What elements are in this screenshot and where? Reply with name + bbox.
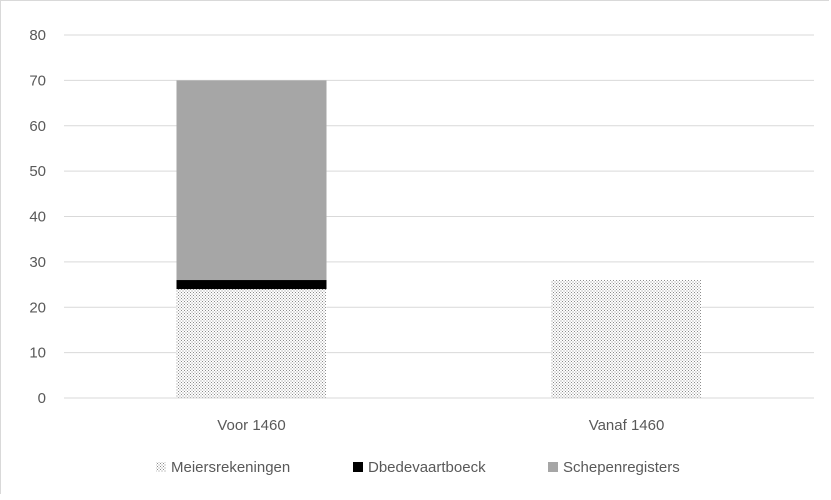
bars xyxy=(176,80,702,398)
y-tick-label: 70 xyxy=(29,72,46,89)
bar-segment-schepenregisters xyxy=(176,80,327,281)
x-tick-label: Vanaf 1460 xyxy=(589,417,665,434)
y-tick-label: 50 xyxy=(29,163,46,180)
y-tick-label: 80 xyxy=(29,27,46,44)
y-tick-label: 60 xyxy=(29,118,46,135)
y-axis: 0 10 20 30 40 50 60 70 80 xyxy=(29,27,46,407)
legend: Meiersrekeningen Dbedevaartboeck Schepenre… xyxy=(156,459,680,476)
legend-label: Schepenregisters xyxy=(563,459,680,476)
legend-swatch xyxy=(353,462,363,472)
y-tick-label: 20 xyxy=(29,299,46,316)
y-tick-label: 10 xyxy=(29,345,46,362)
bar-segment-meiersrekeningen xyxy=(176,289,327,398)
bar-segment-meiersrekeningen xyxy=(551,280,702,398)
legend-label: Dbedevaartboeck xyxy=(368,459,486,476)
y-tick-label: 40 xyxy=(29,209,46,226)
y-tick-label: 30 xyxy=(29,254,46,271)
x-tick-label: Voor 1460 xyxy=(217,417,285,434)
x-axis: Voor 1460 Vanaf 1460 xyxy=(64,397,814,434)
legend-swatch xyxy=(156,462,166,472)
legend-label: Meiersrekeningen xyxy=(171,459,290,476)
y-tick-label: 0 xyxy=(38,390,46,407)
legend-swatch xyxy=(548,462,558,472)
bar-segment-dbedevaartboeck xyxy=(176,280,327,290)
